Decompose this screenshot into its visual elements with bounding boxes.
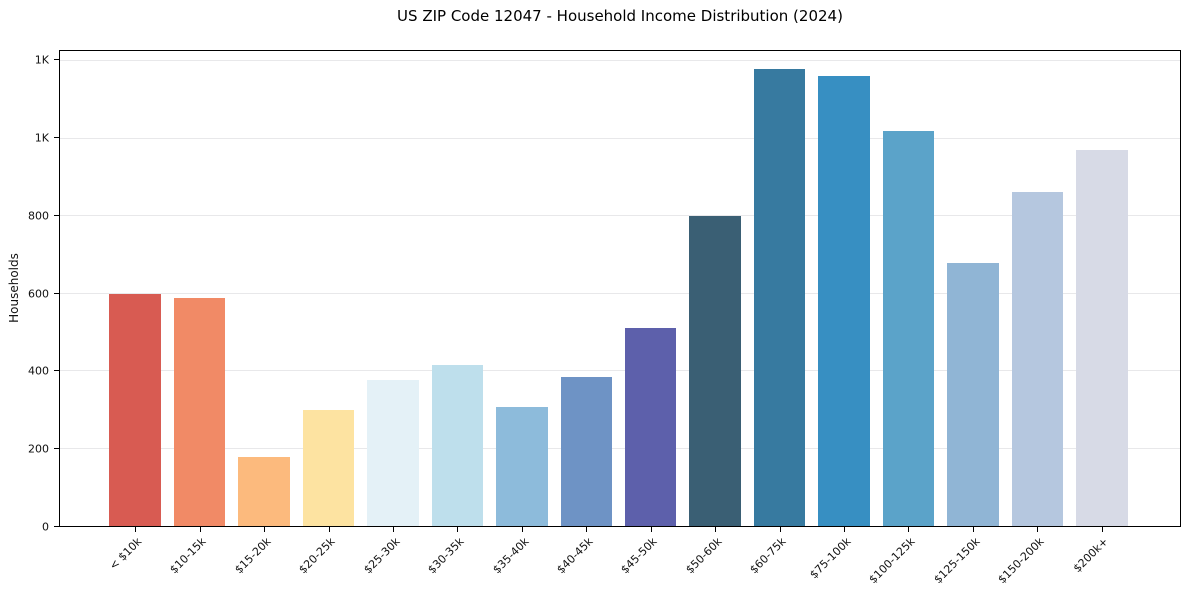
- bar-slot-10: $60-75k: [747, 51, 811, 576]
- bar-slot-5: $30-35k: [425, 51, 489, 576]
- bar-15: [1076, 150, 1128, 526]
- bar-13: [947, 263, 999, 526]
- bar-4: [367, 379, 419, 526]
- gridline-600: [60, 292, 1180, 294]
- x-tick-label: $15-20k: [232, 535, 274, 577]
- bar-slot-2: $15-20k: [232, 51, 296, 576]
- bar-2: [238, 457, 290, 526]
- x-tick-label: $40-45k: [554, 535, 596, 577]
- x-tick-mark: [844, 527, 846, 532]
- y-tick-label: 800: [28, 209, 49, 223]
- x-tick-mark: [264, 527, 266, 532]
- x-tick-mark: [328, 527, 330, 532]
- x-tick-mark: [972, 527, 974, 532]
- x-tick-mark: [1101, 527, 1103, 532]
- y-tick-mark: [54, 370, 59, 372]
- bar-slot-6: $35-40k: [490, 51, 554, 576]
- bar-slot-0: < $10k: [103, 51, 167, 573]
- x-tick-label: $100-125k: [866, 535, 918, 587]
- y-tick-mark: [54, 292, 59, 294]
- bar-6: [496, 407, 548, 526]
- gridline-800: [60, 215, 1180, 217]
- y-tick-mark: [54, 214, 59, 216]
- bar-10: [753, 68, 806, 526]
- bar-11: [818, 76, 870, 526]
- y-tick-label: 0: [42, 520, 49, 534]
- y-tick-mark: [54, 526, 59, 527]
- x-tick-label: $35-40k: [489, 535, 532, 577]
- x-tick-mark: [199, 527, 201, 532]
- bar-8: [624, 328, 677, 526]
- y-tick-label: 400: [28, 364, 49, 378]
- gridline-1200: [60, 60, 1180, 62]
- bar-slot-11: $75-100k: [807, 51, 876, 581]
- x-tick-mark: [135, 527, 137, 532]
- gridline-1000: [60, 137, 1180, 139]
- x-tick-mark: [908, 527, 910, 532]
- bar-slot-14: $150-200k: [995, 51, 1069, 586]
- bar-12: [882, 131, 935, 526]
- bar-slot-3: $20-25k: [296, 51, 360, 576]
- bar-0: [109, 293, 161, 526]
- x-tick-mark: [715, 527, 717, 532]
- x-tick-label: $20-25k: [296, 535, 338, 577]
- bar-slot-9: $50-60k: [683, 51, 747, 576]
- bar-slot-8: $45-50k: [619, 51, 683, 576]
- bar-slot-13: $125-150k: [931, 51, 1005, 586]
- bar-7: [560, 377, 613, 526]
- x-tick-label: < $10k: [106, 535, 145, 573]
- x-tick-label: $45-50k: [618, 535, 660, 577]
- x-tick-mark: [392, 527, 394, 532]
- x-tick-label: $10-15k: [167, 535, 209, 577]
- chart-title: US ZIP Code 12047 - Household Income Dis…: [397, 7, 843, 25]
- x-tick-label: $200k+: [1070, 535, 1111, 576]
- x-tick-mark: [521, 527, 523, 532]
- bar-3: [302, 409, 355, 526]
- y-tick-label: 600: [28, 287, 49, 301]
- x-tick-mark: [457, 527, 459, 532]
- x-tick-label: $150-200k: [995, 535, 1047, 587]
- bar-slot-4: $25-30k: [361, 51, 425, 576]
- y-tick-label: 1K: [34, 53, 49, 67]
- bar-slot-12: $100-125k: [867, 51, 940, 586]
- x-tick-mark: [1037, 527, 1039, 532]
- x-tick-label: $125-150k: [930, 535, 983, 587]
- gridline-200: [60, 447, 1180, 449]
- x-tick-label: $75-100k: [807, 535, 854, 582]
- bar-9: [689, 216, 741, 526]
- x-tick-label: $60-75k: [747, 535, 789, 577]
- bars-layer: < $10k $10-15k $15-20k $20-25k $25-30k $30-35…: [60, 51, 1180, 586]
- bar-5: [431, 364, 484, 526]
- bar-1: [173, 298, 226, 526]
- bar-14: [1011, 191, 1064, 526]
- plot-area: < $10k $10-15k $15-20k $20-25k $25-30k $30-35…: [59, 50, 1181, 586]
- y-tick-mark: [54, 136, 59, 138]
- x-tick-label: $50-60k: [683, 535, 725, 577]
- y-tick-mark: [54, 448, 59, 450]
- bar-slot-15: $200k+: [1070, 51, 1134, 575]
- y-tick-label: 1K: [34, 131, 49, 145]
- bar-slot-1: $10-15k: [167, 51, 231, 576]
- x-tick-mark: [586, 527, 588, 532]
- y-tick-label: 200: [28, 442, 49, 456]
- y-axis: 0 200 400 600 800 1K 1K: [0, 50, 59, 534]
- bar-slot-7: $40-45k: [554, 51, 618, 576]
- x-tick-label: $25-30k: [360, 535, 403, 577]
- gridline-400: [60, 370, 1180, 372]
- x-tick-mark: [779, 527, 781, 532]
- y-tick-mark: [54, 59, 59, 61]
- x-tick-label: $30-35k: [425, 535, 467, 577]
- x-tick-mark: [650, 527, 652, 532]
